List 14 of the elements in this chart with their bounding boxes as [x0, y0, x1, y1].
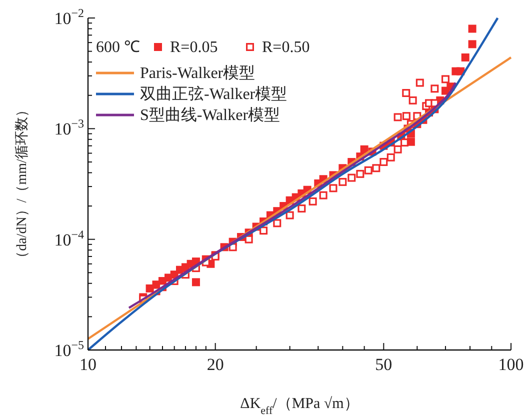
x-tick-label: 100	[498, 355, 524, 374]
legend-title: 600 ℃	[96, 39, 140, 56]
legend-label: Paris-Walker模型	[140, 64, 256, 82]
x-tick-label: 20	[206, 355, 224, 374]
x-axis-title: ΔK$_{eff}$/（MPa √m）	[240, 396, 359, 415]
legend-label: R=0.50	[262, 39, 310, 56]
legend-label: S型曲线-Walker模型	[140, 106, 280, 124]
y-tick-label: 10$^{−2}$	[54, 6, 84, 28]
legend-label: R=0.05	[170, 39, 218, 56]
legend-label: 双曲正弦-Walker模型	[140, 85, 288, 103]
y-axis-title: （da/dN）/（mm/循环数）	[14, 103, 30, 265]
x-tick-label: 50	[375, 355, 392, 374]
y-tick-label: 10$^{−4}$	[54, 227, 84, 250]
y-tick-label: 10$^{−3}$	[54, 116, 84, 139]
